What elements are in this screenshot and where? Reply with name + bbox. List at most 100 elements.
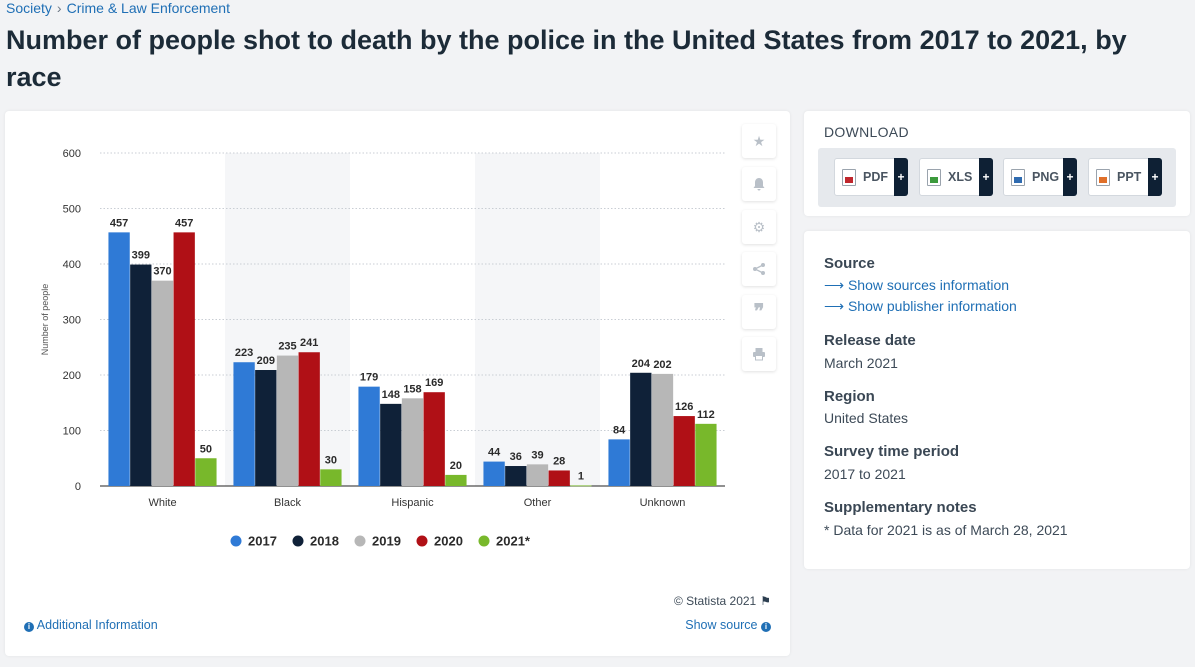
copyright: © Statista 2021 ⚑ xyxy=(674,594,771,608)
star-icon: ★ xyxy=(752,132,766,149)
xls-file-icon xyxy=(927,168,941,186)
legend-marker xyxy=(230,535,242,547)
bar-chart: 0 100 200 300 400 500 600 Number of people 457 39… xyxy=(40,148,725,549)
data-label: 204 xyxy=(632,358,651,370)
notification-button[interactable] xyxy=(742,167,776,201)
y-tick-label: 200 xyxy=(63,370,81,382)
release-date-value: March 2021 xyxy=(824,355,898,371)
data-label: 209 xyxy=(257,355,275,367)
bar xyxy=(233,362,255,486)
legend-label: 2021* xyxy=(496,534,531,549)
flag-icon[interactable]: ⚑ xyxy=(760,594,771,608)
bar xyxy=(445,474,467,486)
legend-marker xyxy=(354,535,366,547)
copyright-text: © Statista 2021 xyxy=(674,594,757,608)
legend-label: 2017 xyxy=(248,534,277,549)
x-tick-label: Unknown xyxy=(640,497,686,509)
download-xls-button[interactable]: XLS + xyxy=(919,158,993,196)
bar xyxy=(320,469,342,486)
additional-information-label: Additional Information xyxy=(36,618,158,632)
bar xyxy=(276,355,299,486)
data-label: 223 xyxy=(235,347,253,359)
plus-icon: + xyxy=(979,158,993,196)
bar xyxy=(255,370,277,486)
region-heading: Region xyxy=(824,388,875,405)
bar xyxy=(608,439,630,486)
share-button[interactable] xyxy=(742,252,776,286)
gear-icon: ⚙ xyxy=(752,218,766,235)
y-tick-label: 600 xyxy=(63,148,81,160)
download-xls-label: XLS xyxy=(948,170,973,184)
bar xyxy=(380,403,402,486)
bar xyxy=(548,470,570,486)
arrow-right-icon: ⟶ xyxy=(824,298,845,314)
bar xyxy=(423,392,445,486)
bar xyxy=(401,398,424,486)
source-heading: Source xyxy=(824,255,875,272)
data-label: 370 xyxy=(153,266,171,278)
y-tick-label: 100 xyxy=(63,426,81,438)
show-source-link[interactable]: Show source i xyxy=(685,618,771,632)
x-tick-label: Other xyxy=(524,497,552,509)
release-date-heading: Release date xyxy=(824,332,916,349)
cite-button[interactable]: ❞ xyxy=(742,295,776,329)
survey-period-value: 2017 to 2021 xyxy=(824,466,906,482)
data-label: 20 xyxy=(450,460,462,472)
settings-button[interactable]: ⚙ xyxy=(742,210,776,244)
bar xyxy=(151,280,174,486)
breadcrumb-society[interactable]: Society xyxy=(6,0,52,16)
plus-icon: + xyxy=(1063,158,1077,196)
bar xyxy=(173,232,195,486)
data-label: 235 xyxy=(278,341,296,353)
bar xyxy=(695,423,717,486)
supplementary-notes-heading: Supplementary notes xyxy=(824,499,977,516)
legend-marker xyxy=(292,535,304,547)
download-title: DOWNLOAD xyxy=(824,124,909,140)
legend-label: 2019 xyxy=(372,534,401,549)
bell-icon xyxy=(753,178,765,191)
arrow-right-icon: ⟶ xyxy=(824,277,845,293)
info-icon: i xyxy=(761,622,771,632)
statistic-info-panel: Source ⟶ Show sources information ⟶ Show… xyxy=(804,231,1190,569)
data-label: 399 xyxy=(132,250,150,262)
share-icon xyxy=(753,263,765,275)
y-tick-label: 0 xyxy=(75,481,81,493)
supplementary-notes-value: * Data for 2021 is as of March 28, 2021 xyxy=(824,522,1068,538)
breadcrumb-crime-law[interactable]: Crime & Law Enforcement xyxy=(66,0,230,16)
print-icon xyxy=(753,348,765,361)
bar xyxy=(195,458,217,486)
download-png-button[interactable]: PNG + xyxy=(1003,158,1077,196)
download-ppt-button[interactable]: PPT + xyxy=(1088,158,1162,196)
plus-icon: + xyxy=(1148,158,1162,196)
plus-icon: + xyxy=(894,158,908,196)
bar xyxy=(651,373,674,486)
print-button[interactable] xyxy=(742,337,776,371)
ppt-file-icon xyxy=(1096,168,1110,186)
download-ppt-label: PPT xyxy=(1117,170,1142,184)
show-sources-link[interactable]: ⟶ Show sources information xyxy=(824,277,1009,294)
data-label: 1 xyxy=(578,470,584,482)
data-label: 84 xyxy=(613,424,626,436)
breadcrumb: Society › Crime & Law Enforcement xyxy=(6,0,230,16)
bar xyxy=(108,232,130,486)
show-publisher-link[interactable]: ⟶ Show publisher information xyxy=(824,298,1017,315)
bar xyxy=(526,464,549,486)
pdf-file-icon xyxy=(842,168,856,186)
y-tick-label: 400 xyxy=(63,259,81,271)
x-tick-label: Black xyxy=(274,497,301,509)
bar xyxy=(505,466,527,486)
page-title: Number of people shot to death by the po… xyxy=(6,25,1127,92)
additional-information-link[interactable]: i Additional Information xyxy=(24,618,158,632)
bar xyxy=(630,372,652,486)
show-publisher-label: Show publisher information xyxy=(847,298,1017,314)
download-pdf-button[interactable]: PDF + xyxy=(834,158,908,196)
data-label: 202 xyxy=(653,359,671,371)
legend-label: 2018 xyxy=(310,534,339,549)
x-tick-label: Hispanic xyxy=(391,497,434,509)
data-label: 179 xyxy=(360,372,378,384)
quote-icon: ❞ xyxy=(753,301,765,323)
data-label: 30 xyxy=(325,454,337,466)
favorite-button[interactable]: ★ xyxy=(742,124,776,158)
data-label: 28 xyxy=(553,455,565,467)
x-tick-label: White xyxy=(148,497,176,509)
